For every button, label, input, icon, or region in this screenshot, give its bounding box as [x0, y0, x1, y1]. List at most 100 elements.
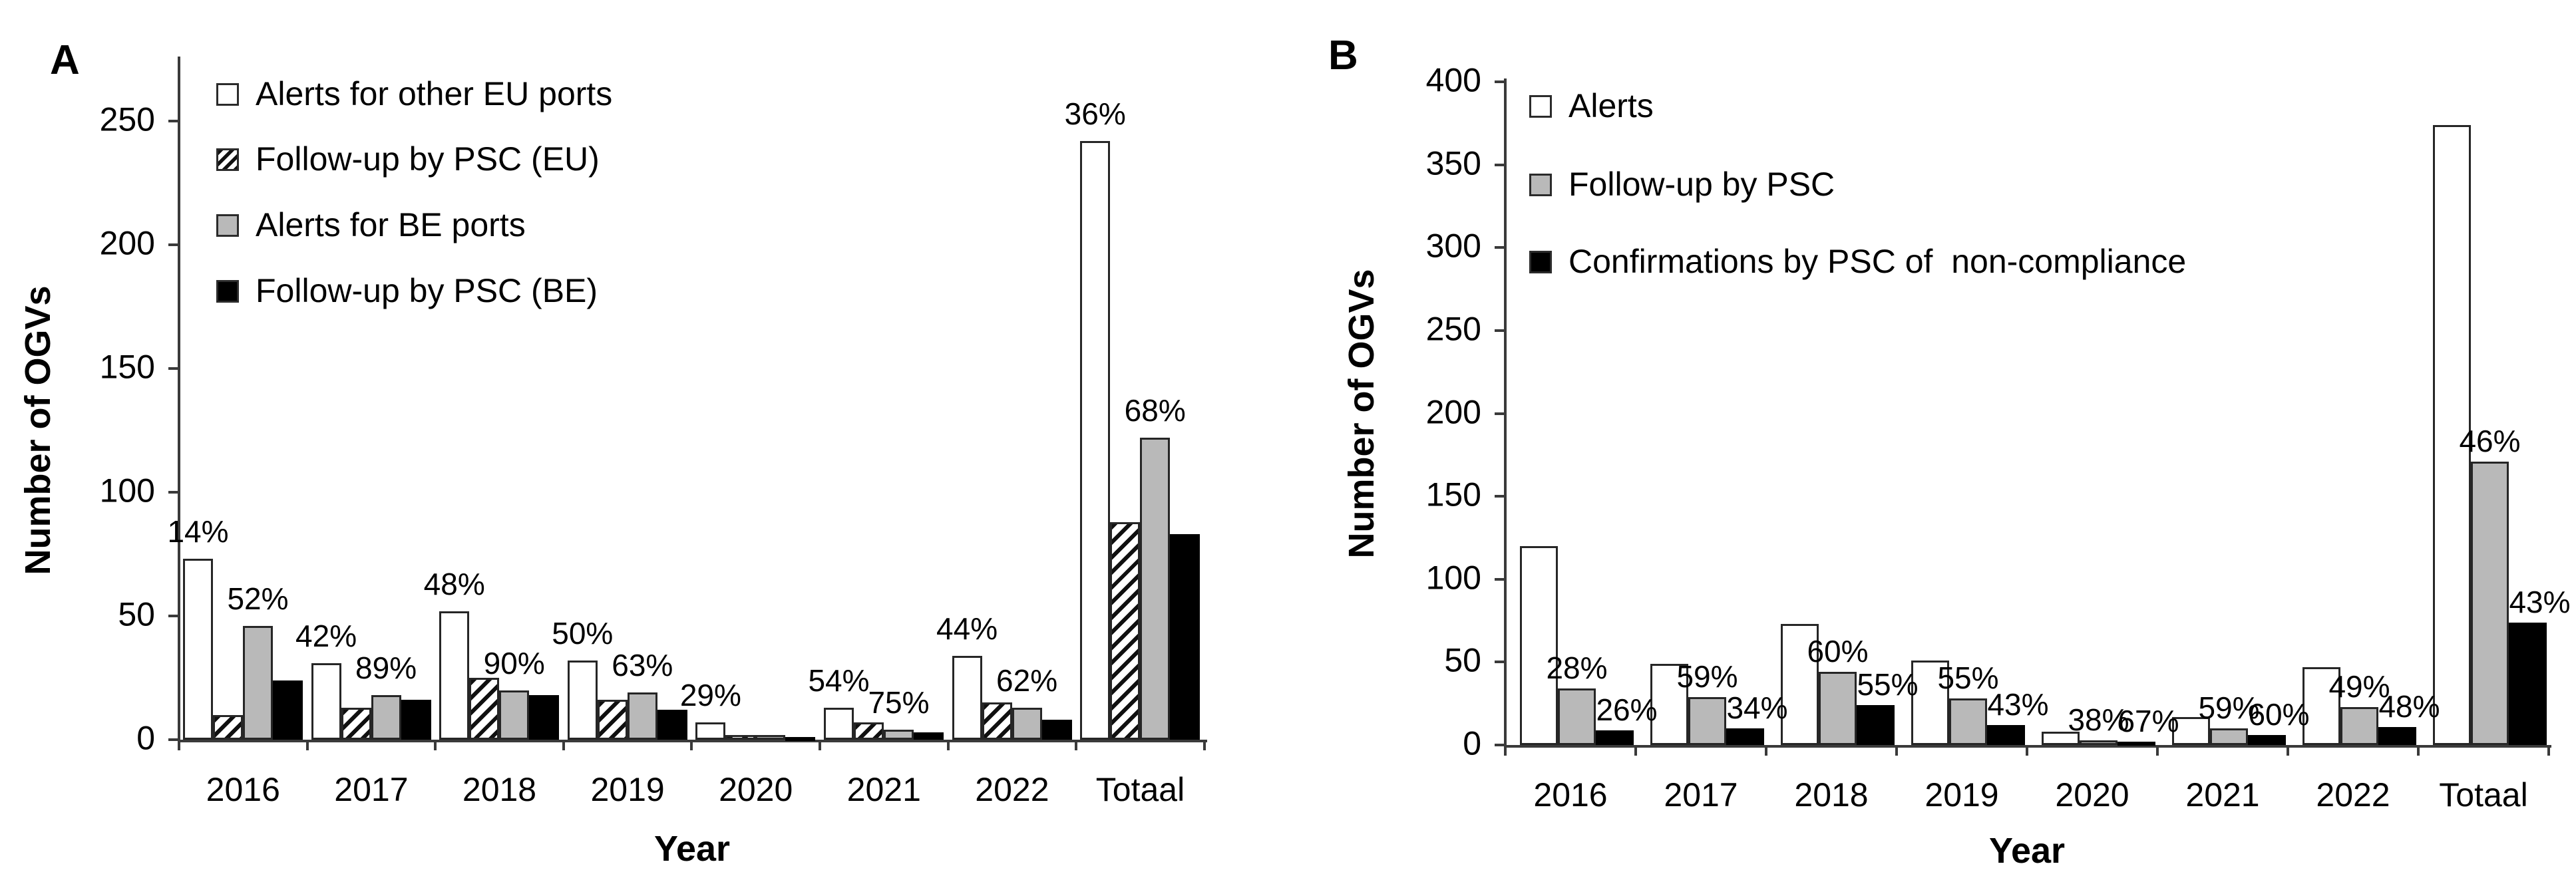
panel-b-pct-label-2020-0: 38%: [2068, 702, 2129, 737]
panel-b-bar-black-2021: [2248, 735, 2286, 745]
panel-a-pct-label-2020-0: 29%: [679, 677, 741, 712]
panel-b-x-tick: [2287, 745, 2289, 756]
panel-a-x-tick: [1202, 740, 1206, 750]
panel-a-bar-hatched-2018: [469, 678, 500, 740]
panel-a-bar-black-2017: [401, 700, 431, 740]
panel-a-pct-label-2016-0: 14%: [167, 514, 229, 549]
panel-a-x-tick: [305, 740, 309, 750]
panel-a-bar-gray-2020: [755, 734, 786, 740]
panel-b-pct-label-2019-1: 43%: [1987, 687, 2049, 722]
panel-b-y-tick: [1495, 246, 1505, 249]
panel-a-x-tick-label-2020: 2020: [719, 771, 793, 808]
panel-b-pct-label-2019-0: 55%: [1937, 661, 1999, 696]
panel-b-legend-label: Confirmations by PSC of non-compliance: [1568, 243, 2187, 280]
panel-b-pct-label-2017-0: 59%: [1676, 659, 1738, 694]
panel-a-bar-black-2018: [529, 695, 560, 740]
panel-a-legend-swatch-hatched: [216, 148, 239, 171]
panel-a-pct-label-2019-0: 50%: [552, 615, 614, 651]
panel-b-x-tick-label-Totaal: Totaal: [2439, 776, 2528, 814]
panel-a-y-axis: [178, 57, 180, 742]
panel-b-bar-gray-2018: [1819, 672, 1857, 745]
panel-b-y-tick: [1495, 577, 1505, 581]
panel-b-y-tick: [1495, 80, 1505, 84]
panel-b-bar-gray-Totaal: [2471, 461, 2509, 745]
panel-b-bar-black-2016: [1596, 730, 1634, 745]
panel-b-y-tick-label: 200: [1425, 393, 1481, 431]
panel-a-x-axis-title: Year: [653, 829, 731, 869]
panel-a-y-tick-label: 0: [136, 719, 155, 757]
panel-b-x-tick: [1504, 745, 1507, 756]
panel-a-bar-gray-2018: [499, 690, 530, 740]
panel-a-pct-label-2018-1: 90%: [483, 645, 545, 680]
panel-a-x-axis: [179, 740, 1207, 742]
panel-a-bar-gray-Totaal: [1140, 438, 1171, 740]
panel-a-y-tick: [168, 243, 179, 246]
panel-b-y-tick-label: 50: [1444, 642, 1481, 680]
panel-b-pct-label-2022-1: 48%: [2378, 688, 2440, 724]
panel-b-pct-label-2018-1: 55%: [1857, 667, 1919, 702]
panel-a-x-tick-label-2016: 2016: [206, 771, 280, 808]
panel-b-y-tick: [1495, 495, 1505, 498]
panel-b-x-tick: [2417, 745, 2420, 756]
panel-b-x-axis-title: Year: [1988, 831, 2066, 871]
panel-b-pct-label-2022-0: 49%: [2328, 669, 2390, 704]
panel-b-y-tick-label: 250: [1425, 310, 1481, 348]
panel-a-legend-swatch-white: [216, 83, 239, 106]
panel-a-bar-hatched-2016: [213, 714, 243, 740]
panel-a-y-tick: [168, 615, 179, 617]
panel-b-x-tick-label-2019: 2019: [1925, 776, 1999, 814]
panel-b-y-tick-label: 0: [1463, 724, 1481, 762]
panel-a-x-tick-label-2022: 2022: [975, 771, 1049, 808]
panel-b-bar-black-2020: [2117, 742, 2155, 746]
panel-b-bar-gray-2019: [1949, 698, 1987, 745]
panel-b-pct-label-2018-0: 60%: [1807, 634, 1869, 669]
panel-b-pct-label-Totaal-1: 43%: [2509, 584, 2571, 619]
panel-a-legend-swatch-gray: [216, 214, 239, 237]
panel-b-bar-white-2022: [2302, 667, 2340, 745]
panel-a-bar-white-2017: [311, 663, 341, 740]
panel-b-y-axis: [1504, 78, 1507, 748]
panel-a-x-tick-label-2019: 2019: [590, 771, 665, 808]
panel-a-y-tick-label: 150: [99, 348, 155, 386]
panel-b-x-tick: [1765, 745, 1767, 756]
panel-a-bar-white-2018: [439, 611, 470, 740]
panel-a-bar-gray-2017: [371, 695, 401, 740]
panel-a-bar-black-2021: [914, 732, 944, 740]
panel-a-bar-black-2020: [785, 737, 816, 742]
panel-a-x-tick: [946, 740, 950, 750]
panel-a-pct-label-2017-1: 89%: [355, 651, 417, 686]
panel-a-bar-gray-2021: [884, 730, 914, 740]
panel-a-y-axis-title: Number of OGVs: [18, 285, 58, 575]
panel-b-bar-black-2017: [1726, 728, 1764, 745]
panel-b-y-tick: [1495, 661, 1505, 664]
panel-a-x-tick: [819, 740, 821, 750]
panel-b-x-tick: [1895, 745, 1898, 756]
panel-a-legend-swatch-black: [216, 280, 239, 303]
panel-a-pct-label-2019-1: 63%: [612, 648, 673, 683]
panel-b-pct-label-2016-0: 28%: [1546, 651, 1608, 686]
panel-b-pct-label-Totaal-0: 46%: [2459, 423, 2521, 458]
panel-a-pct-label-Totaal-1: 68%: [1124, 393, 1186, 428]
panel-a-x-tick-label-2018: 2018: [462, 771, 537, 808]
panel-a-legend-label: Follow-up by PSC (BE): [256, 272, 598, 309]
panel-b-bar-white-2019: [1911, 660, 1949, 745]
panel-a-x-tick-label-2017: 2017: [334, 771, 409, 808]
panel-a-bar-white-2022: [952, 655, 982, 740]
panel-a-bar-gray-2019: [627, 692, 657, 740]
panel-b-pct-label-2020-1: 67%: [2117, 704, 2179, 739]
panel-a-bar-gray-2016: [243, 625, 273, 740]
panel-a-y-tick-label: 100: [99, 472, 155, 510]
panel-a-y-tick: [168, 738, 179, 741]
panel-a-x-tick-label-2021: 2021: [846, 771, 921, 808]
panel-a-legend-label: Follow-up by PSC (EU): [256, 140, 600, 178]
panel-b-y-tick: [1495, 744, 1505, 746]
panel-a-bar-hatched-2022: [982, 702, 1012, 740]
panel-b-x-tick: [1634, 745, 1637, 756]
panel-b-x-tick-label-2020: 2020: [2055, 776, 2129, 814]
panel-a-x-tick: [434, 740, 437, 750]
panel-b-bar-black-2022: [2378, 726, 2416, 745]
panel-b-bar-black-2018: [1857, 705, 1895, 745]
panel-a-bar-black-2022: [1041, 720, 1072, 740]
panel-a-bar-white-2020: [695, 722, 726, 740]
